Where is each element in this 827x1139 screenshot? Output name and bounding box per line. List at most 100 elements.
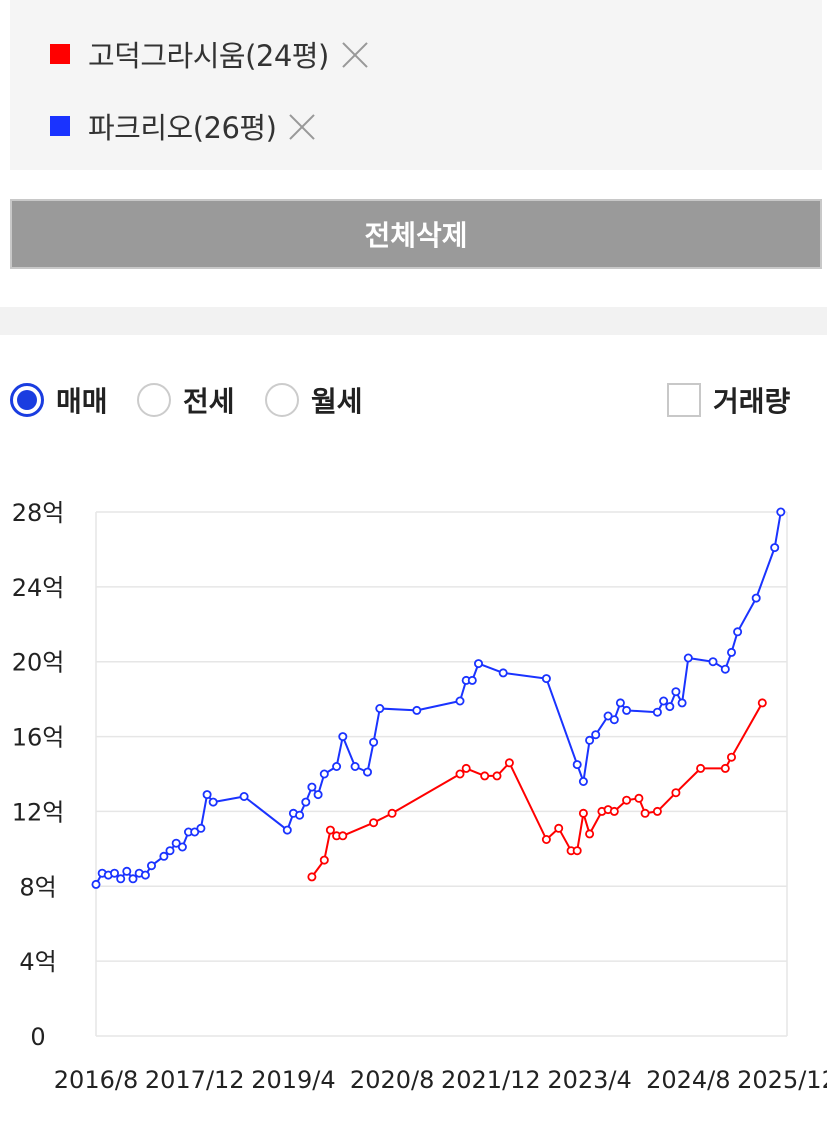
- data-point[interactable]: [622, 795, 632, 805]
- data-point[interactable]: [652, 806, 662, 816]
- data-point[interactable]: [455, 769, 465, 779]
- y-tick-label: 4억: [19, 948, 56, 976]
- radio-option-jeonse[interactable]: 전세: [137, 380, 235, 420]
- data-point[interactable]: [282, 825, 292, 835]
- data-point[interactable]: [609, 715, 619, 725]
- series-line: [311, 702, 764, 878]
- data-point[interactable]: [338, 831, 348, 841]
- data-point[interactable]: [307, 872, 317, 882]
- data-point[interactable]: [338, 732, 348, 742]
- data-point[interactable]: [369, 737, 379, 747]
- data-point[interactable]: [319, 769, 329, 779]
- data-point[interactable]: [541, 674, 551, 684]
- data-point[interactable]: [770, 543, 780, 553]
- data-point[interactable]: [190, 827, 200, 837]
- data-point[interactable]: [375, 704, 385, 714]
- data-point[interactable]: [504, 758, 514, 768]
- legend-label: 고덕그라시움(24평): [88, 39, 329, 73]
- data-point[interactable]: [362, 767, 372, 777]
- data-point[interactable]: [295, 810, 305, 820]
- data-point[interactable]: [171, 838, 181, 848]
- data-point[interactable]: [313, 790, 323, 800]
- data-point[interactable]: [727, 752, 737, 762]
- data-point[interactable]: [301, 797, 311, 807]
- data-point[interactable]: [122, 866, 132, 876]
- volume-checkbox[interactable]: [667, 383, 701, 417]
- radio-option-monthly-rent[interactable]: 월세: [265, 380, 363, 420]
- data-point[interactable]: [473, 659, 483, 669]
- data-point[interactable]: [208, 797, 218, 807]
- data-point[interactable]: [665, 702, 675, 712]
- series-0: [91, 507, 786, 889]
- data-point[interactable]: [196, 823, 206, 833]
- data-point[interactable]: [146, 861, 156, 871]
- data-point[interactable]: [615, 698, 625, 708]
- data-point[interactable]: [609, 806, 619, 816]
- data-point[interactable]: [634, 793, 644, 803]
- data-point[interactable]: [671, 687, 681, 697]
- x-tick-label: 2025/12: [737, 1066, 827, 1094]
- data-point[interactable]: [720, 664, 730, 674]
- data-point[interactable]: [165, 846, 175, 856]
- data-point[interactable]: [140, 870, 150, 880]
- data-point[interactable]: [350, 762, 360, 772]
- data-point[interactable]: [677, 698, 687, 708]
- data-point[interactable]: [696, 763, 706, 773]
- data-point[interactable]: [239, 792, 249, 802]
- data-point[interactable]: [332, 762, 342, 772]
- data-point[interactable]: [652, 707, 662, 717]
- data-point[interactable]: [683, 653, 693, 663]
- data-point[interactable]: [91, 879, 101, 889]
- data-point[interactable]: [319, 855, 329, 865]
- data-point[interactable]: [776, 507, 786, 517]
- data-point[interactable]: [572, 846, 582, 856]
- radio-label: 전세: [183, 385, 235, 418]
- data-point[interactable]: [498, 668, 508, 678]
- data-point[interactable]: [492, 771, 502, 781]
- data-point[interactable]: [591, 730, 601, 740]
- data-point[interactable]: [159, 851, 169, 861]
- data-point[interactable]: [480, 771, 490, 781]
- data-point[interactable]: [671, 788, 681, 798]
- data-point[interactable]: [307, 782, 317, 792]
- data-point[interactable]: [578, 777, 588, 787]
- data-point[interactable]: [387, 808, 397, 818]
- data-point[interactable]: [116, 874, 126, 884]
- data-point[interactable]: [585, 735, 595, 745]
- data-point[interactable]: [640, 808, 650, 818]
- data-point[interactable]: [177, 842, 187, 852]
- legend-swatch-red: [50, 44, 70, 64]
- data-point[interactable]: [202, 790, 212, 800]
- data-point[interactable]: [603, 711, 613, 721]
- data-point[interactable]: [720, 763, 730, 773]
- data-point[interactable]: [467, 675, 477, 685]
- data-point[interactable]: [461, 763, 471, 773]
- close-icon[interactable]: [286, 110, 318, 142]
- data-point[interactable]: [554, 823, 564, 833]
- radio-button-checked[interactable]: [10, 383, 44, 417]
- data-point[interactable]: [585, 829, 595, 839]
- close-icon[interactable]: [339, 38, 371, 70]
- data-point[interactable]: [455, 696, 465, 706]
- data-point[interactable]: [659, 696, 669, 706]
- volume-checkbox-option[interactable]: 거래량: [667, 380, 790, 420]
- data-point[interactable]: [622, 705, 632, 715]
- data-point[interactable]: [751, 593, 761, 603]
- data-point[interactable]: [733, 627, 743, 637]
- data-point[interactable]: [757, 698, 767, 708]
- data-point[interactable]: [708, 657, 718, 667]
- radio-button[interactable]: [137, 383, 171, 417]
- data-point[interactable]: [110, 868, 120, 878]
- data-point[interactable]: [578, 808, 588, 818]
- data-point[interactable]: [325, 825, 335, 835]
- data-point[interactable]: [541, 835, 551, 845]
- legend-label: 파크리오(26평): [88, 111, 277, 145]
- delete-all-button[interactable]: 전체삭제: [10, 199, 822, 269]
- radio-button[interactable]: [265, 383, 299, 417]
- data-point[interactable]: [128, 874, 138, 884]
- data-point[interactable]: [369, 818, 379, 828]
- data-point[interactable]: [727, 647, 737, 657]
- radio-option-sale[interactable]: 매매: [10, 380, 108, 420]
- data-point[interactable]: [412, 705, 422, 715]
- data-point[interactable]: [572, 760, 582, 770]
